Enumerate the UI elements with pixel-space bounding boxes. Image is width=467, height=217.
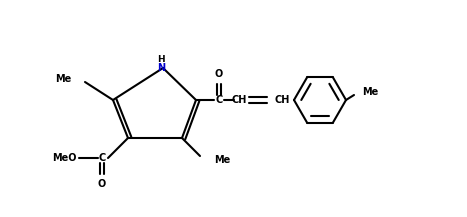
Text: Me: Me <box>55 74 71 84</box>
Text: C: C <box>215 95 223 105</box>
Text: O: O <box>215 69 223 79</box>
Text: MeO: MeO <box>52 153 76 163</box>
Text: Me: Me <box>362 87 378 97</box>
Text: H: H <box>157 54 165 64</box>
Text: Me: Me <box>214 155 230 165</box>
Text: CH: CH <box>274 95 290 105</box>
Text: N: N <box>157 63 165 73</box>
Text: CH: CH <box>231 95 247 105</box>
Text: C: C <box>99 153 106 163</box>
Text: O: O <box>98 179 106 189</box>
